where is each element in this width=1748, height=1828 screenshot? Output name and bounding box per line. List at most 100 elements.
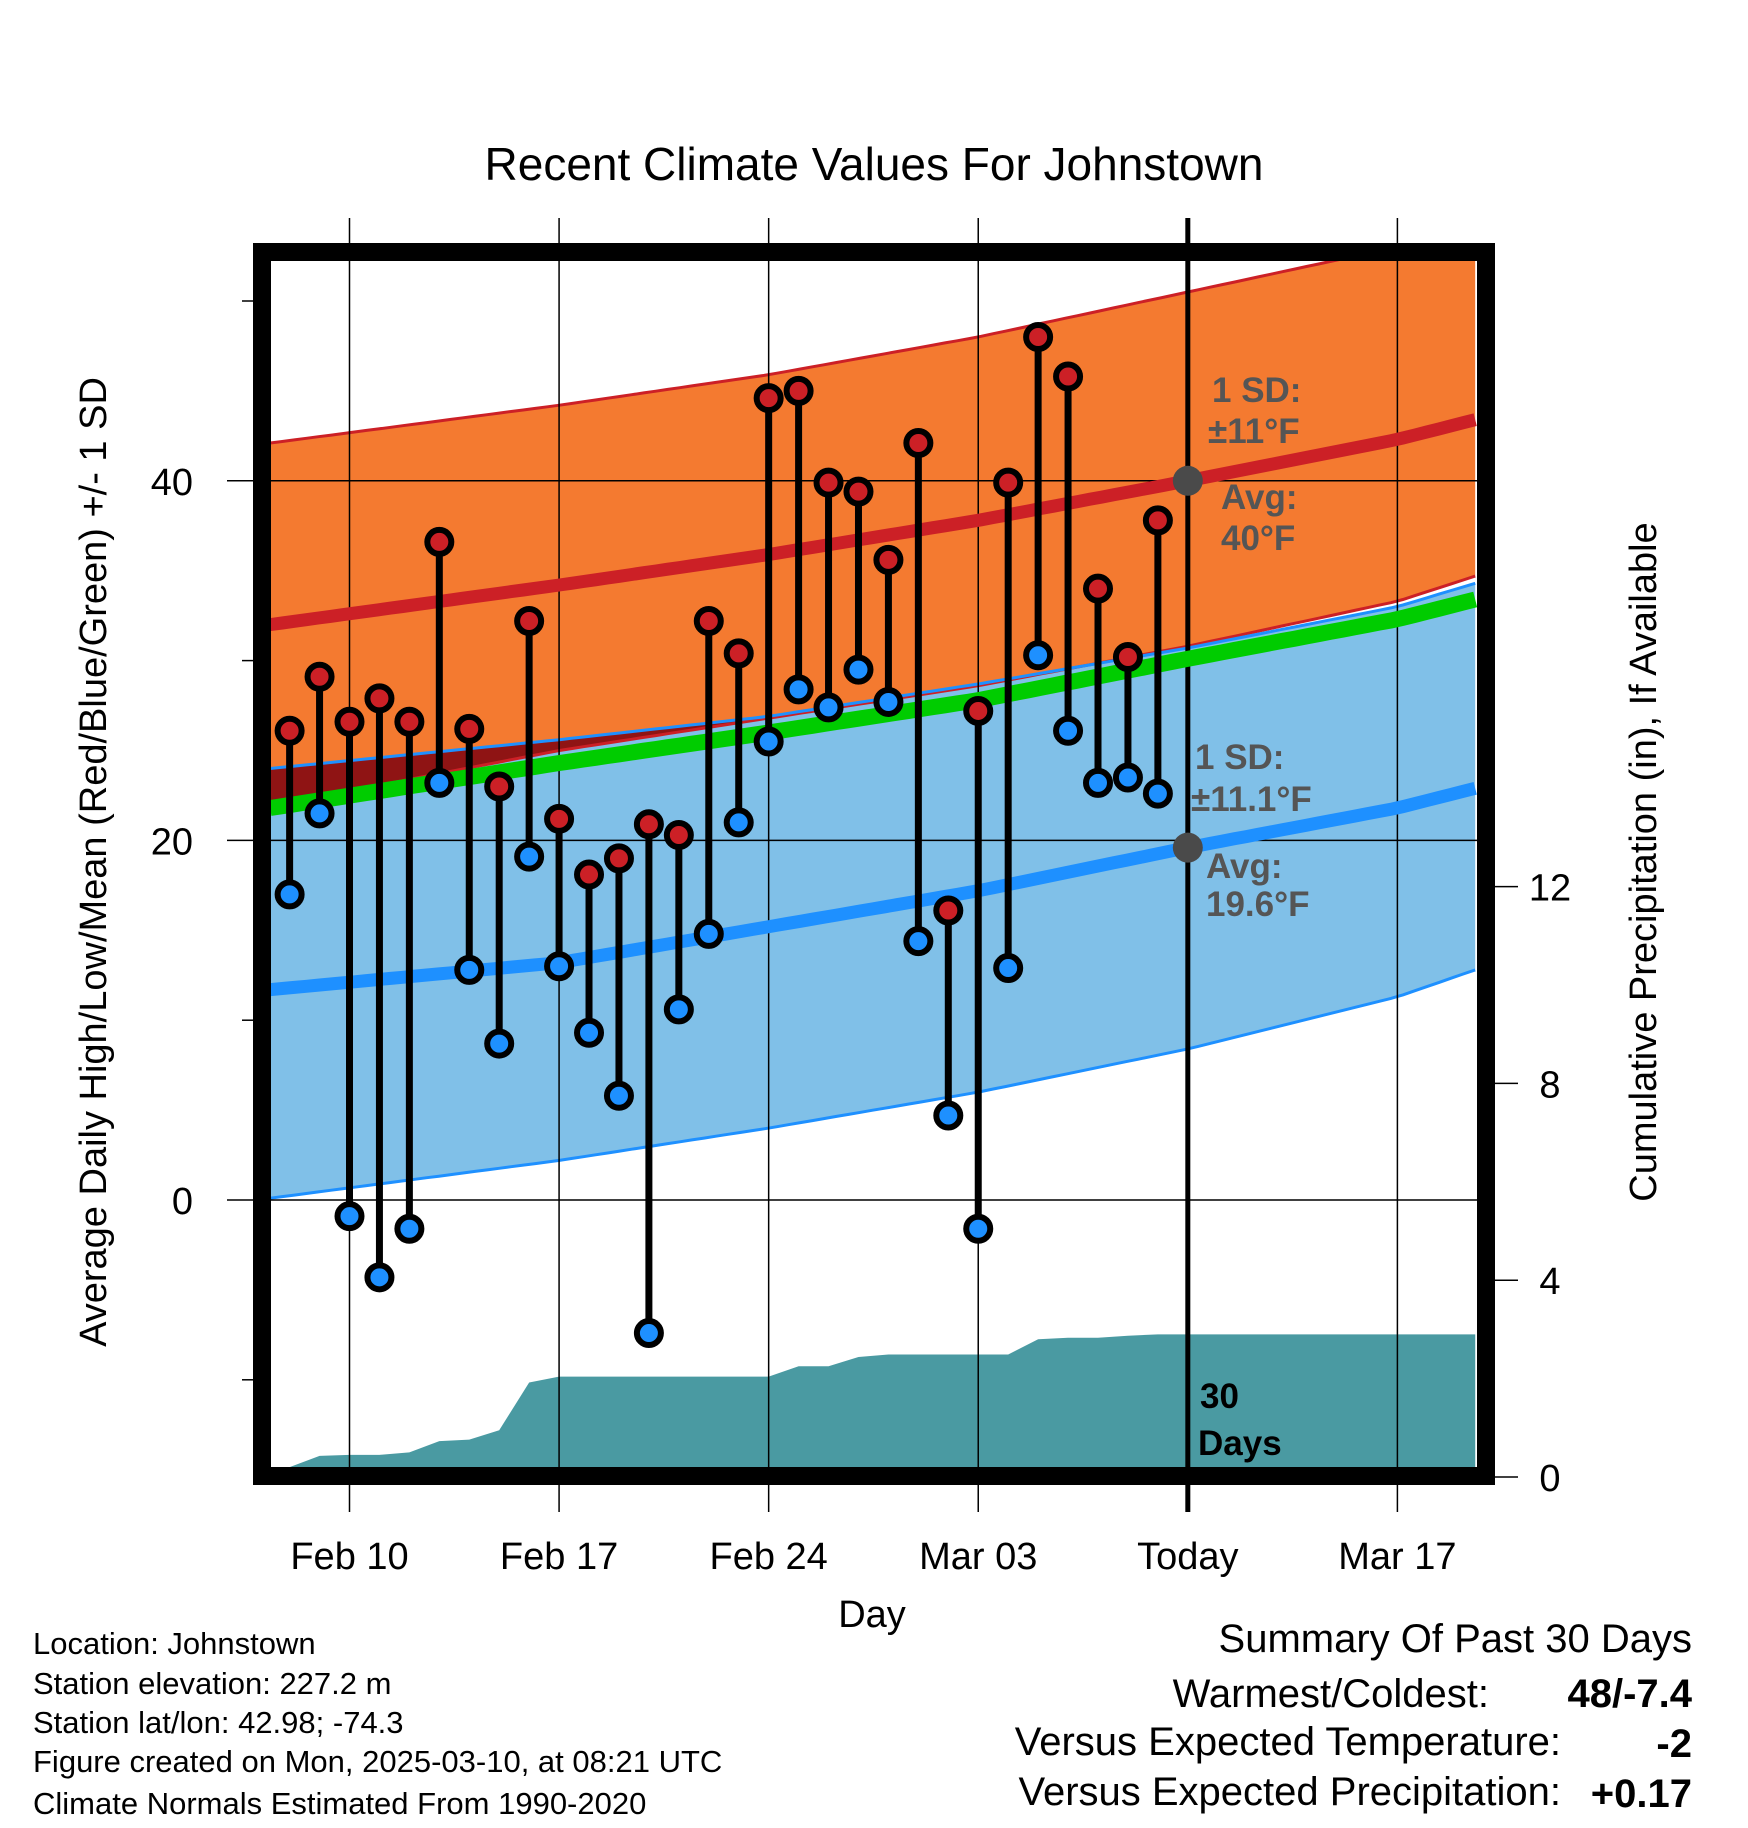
x-tick-label: Feb 10 (290, 1536, 408, 1578)
low-temp-point (903, 926, 934, 957)
x-tick-label: Today (1137, 1536, 1238, 1578)
high-temp-point (663, 820, 694, 851)
high-temp-point (394, 706, 425, 737)
footer-info: Location: Johnstown Station elevation: 2… (33, 1626, 722, 1821)
x-axis-title: Day (838, 1594, 906, 1636)
high-temp-point (963, 695, 994, 726)
low-temp-point (1053, 715, 1084, 746)
low-temp-point (304, 798, 335, 829)
high-temp-point (304, 661, 335, 692)
high-temp-point (813, 467, 844, 498)
high-avg-marker (1172, 465, 1203, 496)
low-temp-point (544, 951, 575, 982)
low-temp-point (1142, 778, 1173, 809)
high-temp-point (454, 713, 485, 744)
low-temp-point (693, 918, 724, 949)
low-avg-label: Avg: (1206, 847, 1282, 886)
high-sd-value: ±11°F (1208, 412, 1300, 451)
low-avg-value: 19.6°F (1206, 885, 1310, 924)
high-avg-value: 40°F (1221, 519, 1295, 558)
footer-created: Figure created on Mon, 2025-03-10, at 08… (33, 1744, 722, 1779)
low-temp-point (1023, 640, 1054, 671)
low-temp-point (993, 953, 1024, 984)
y2-tick-label: 0 (1539, 1458, 1560, 1500)
low-lower-line (270, 968, 1476, 1200)
high-temp-point (933, 895, 964, 926)
footer-location: Location: Johnstown (33, 1626, 316, 1661)
high-temp-point (843, 476, 874, 507)
low-temp-point (963, 1213, 994, 1244)
precip-area (287, 1334, 1476, 1468)
low-temp-point (574, 1017, 605, 1048)
y2-axis-title: Cumulative Precipitation (in), If Availa… (1623, 522, 1665, 1201)
low-temp-point (633, 1318, 664, 1349)
summary-warmest-label: Warmest/Coldest: (1173, 1672, 1489, 1716)
high-temp-point (1112, 642, 1143, 673)
low-temp-point (813, 692, 844, 723)
low-temp-point (484, 1028, 515, 1059)
low-temp-point (663, 994, 694, 1025)
high-temp-point (723, 638, 754, 669)
x-tick-label: Mar 03 (919, 1536, 1037, 1578)
days-label-text: Days (1198, 1424, 1282, 1463)
high-temp-point (753, 383, 784, 414)
high-temp-point (1053, 361, 1084, 392)
x-tick-label: Feb 24 (710, 1536, 828, 1578)
footer-latlon: Station lat/lon: 42.98; -74.3 (33, 1705, 404, 1740)
high-sd-label: 1 SD: (1212, 371, 1301, 410)
y-tick-label: 0 (172, 1181, 193, 1223)
footer-normals: Climate Normals Estimated From 1990-2020 (33, 1786, 646, 1821)
high-temp-point (993, 467, 1024, 498)
low-temp-point (394, 1213, 425, 1244)
low-temp-point (723, 807, 754, 838)
y2-tick-label: 4 (1539, 1261, 1560, 1303)
low-temp-point (873, 686, 904, 717)
high-temp-point (693, 606, 724, 637)
summary-temp-value: -2 (1656, 1722, 1692, 1766)
low-temp-point (843, 654, 874, 685)
high-temp-point (1023, 321, 1054, 352)
low-temp-point (753, 726, 784, 757)
high-temp-point (1083, 573, 1113, 604)
low-temp-point (1112, 762, 1143, 793)
high-temp-point (334, 706, 365, 737)
low-temp-point (364, 1262, 395, 1293)
high-avg-line (270, 413, 1477, 632)
low-temp-point (274, 879, 305, 910)
high-temp-point (484, 771, 515, 802)
days-label-count: 30 (1200, 1377, 1239, 1416)
low-temp-point (603, 1080, 634, 1111)
summary: Summary Of Past 30 Days Warmest/Coldest:… (1015, 1617, 1693, 1816)
high-temp-point (544, 803, 575, 834)
low-sd-band (270, 583, 1476, 1199)
high-temp-point (1142, 505, 1173, 536)
high-temp-point (514, 606, 545, 637)
chart-title: Recent Climate Values For Johnstown (485, 138, 1264, 190)
low-temp-point (933, 1100, 964, 1131)
low-temp-point (514, 841, 545, 872)
axes: Feb 10 Feb 17 Feb 24 Mar 03 Today Mar 1740200… (151, 218, 1571, 1578)
high-avg-label: Avg: (1221, 478, 1297, 517)
summary-precip-label: Versus Expected Precipitation: (1018, 1770, 1561, 1814)
annotations: 1 SD: ±11°F Avg: 40°F 1 SD: ±11.1°F Avg:… (1191, 371, 1312, 1463)
high-temp-point (574, 859, 605, 890)
summary-title: Summary Of Past 30 Days (1219, 1617, 1692, 1661)
y-axis-title: Average Daily High/Low/Mean (Red/Blue/Gr… (73, 377, 115, 1347)
high-temp-point (364, 683, 395, 714)
x-tick-label: Feb 17 (500, 1536, 618, 1578)
high-temp-point (274, 715, 305, 746)
low-temp-point (334, 1201, 365, 1232)
y2-tick-label: 12 (1529, 868, 1571, 910)
high-temp-point (783, 375, 814, 406)
y2-tick-label: 8 (1539, 1064, 1560, 1106)
high-temp-point (603, 843, 634, 874)
summary-warmest-value: 48/-7.4 (1567, 1672, 1692, 1716)
low-avg-marker (1172, 832, 1203, 863)
high-upper-line (270, 259, 1349, 445)
high-temp-point (424, 526, 455, 557)
plot-frame (253, 243, 1495, 1485)
low-temp-point (454, 954, 485, 985)
high-temp-point (903, 428, 934, 459)
low-sd-label: 1 SD: (1195, 738, 1284, 777)
